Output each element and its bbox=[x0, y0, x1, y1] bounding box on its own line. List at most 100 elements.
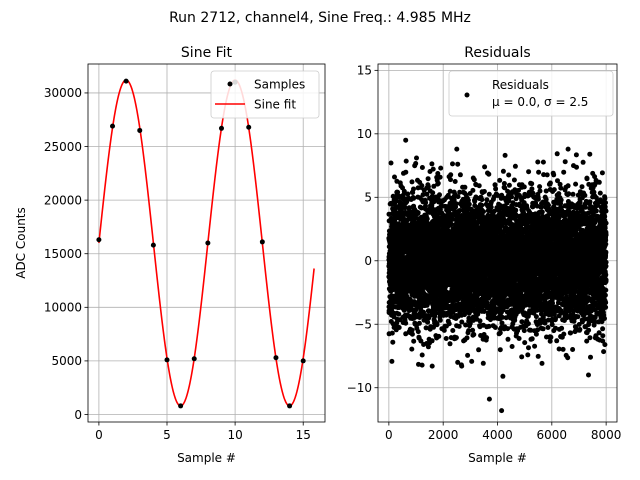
residual-point bbox=[448, 172, 454, 178]
residual-point bbox=[476, 183, 482, 189]
residual-point bbox=[389, 358, 395, 364]
residual-point bbox=[420, 192, 426, 198]
residual-point bbox=[403, 320, 409, 326]
residual-point bbox=[486, 191, 492, 197]
residual-point bbox=[513, 207, 519, 213]
residual-point bbox=[409, 327, 415, 333]
residual-point bbox=[430, 166, 436, 172]
residual-point bbox=[493, 186, 499, 192]
residual-point bbox=[395, 189, 401, 195]
residual-point bbox=[403, 169, 409, 175]
residual-point bbox=[459, 363, 465, 369]
residuals-plot-area bbox=[386, 137, 609, 414]
residual-point bbox=[415, 329, 421, 335]
residual-point bbox=[396, 311, 402, 317]
x-tick-label: 0 bbox=[95, 428, 103, 442]
legend-sine-fit-label: Sine fit bbox=[254, 98, 296, 112]
residual-point bbox=[415, 210, 421, 216]
residual-point bbox=[425, 176, 431, 182]
y-tick-label: 0 bbox=[74, 408, 82, 422]
sine-fit-legend-box bbox=[210, 70, 320, 119]
residual-point bbox=[392, 174, 397, 180]
residual-point bbox=[457, 172, 463, 178]
residual-point bbox=[477, 318, 483, 324]
residual-point bbox=[486, 171, 492, 177]
sample-point bbox=[300, 358, 306, 364]
residual-point bbox=[437, 174, 443, 180]
residual-point bbox=[438, 165, 444, 171]
sample-point bbox=[273, 355, 279, 361]
residual-point bbox=[456, 323, 462, 329]
residual-point bbox=[484, 335, 490, 341]
residual-point bbox=[471, 332, 477, 337]
residual-point bbox=[409, 331, 415, 337]
residual-point bbox=[519, 354, 525, 360]
residual-point bbox=[512, 163, 518, 169]
residual-point bbox=[423, 325, 429, 331]
residual-point bbox=[501, 181, 507, 186]
residual-point bbox=[447, 341, 453, 347]
sample-point bbox=[137, 127, 143, 133]
sample-point bbox=[287, 403, 293, 409]
residual-point bbox=[481, 309, 487, 314]
residual-point bbox=[409, 179, 415, 185]
residual-point bbox=[509, 344, 515, 349]
legend-samples-label: Samples bbox=[254, 78, 305, 92]
residual-point bbox=[431, 183, 437, 189]
x-tick-label: 15 bbox=[296, 428, 311, 442]
residual-point bbox=[452, 179, 458, 184]
residual-point bbox=[469, 358, 475, 364]
x-tick-label: 10 bbox=[227, 428, 242, 442]
sine-fit-grid bbox=[88, 64, 325, 422]
residual-point bbox=[462, 184, 468, 190]
residual-point bbox=[509, 194, 514, 200]
residual-point bbox=[500, 168, 506, 174]
residual-point bbox=[402, 205, 408, 211]
residual-point bbox=[450, 328, 456, 333]
residual-point bbox=[453, 335, 459, 341]
sample-point bbox=[178, 403, 184, 409]
residual-point bbox=[486, 323, 492, 329]
residual-point bbox=[481, 189, 487, 194]
residual-point bbox=[429, 161, 435, 167]
residual-point bbox=[390, 339, 396, 345]
residual-point bbox=[411, 195, 417, 201]
residual-point bbox=[424, 191, 430, 197]
residual-point bbox=[423, 200, 429, 206]
residual-point bbox=[431, 324, 436, 330]
x-tick-label: 5 bbox=[163, 428, 171, 442]
residual-point bbox=[482, 164, 488, 170]
residual-point bbox=[430, 190, 436, 196]
residual-point bbox=[406, 205, 412, 211]
residual-point bbox=[464, 335, 470, 341]
sine-fit-line bbox=[98, 79, 315, 407]
residual-point bbox=[425, 184, 431, 190]
residual-point bbox=[519, 319, 525, 325]
residual-point bbox=[446, 321, 452, 327]
residual-point bbox=[419, 362, 425, 368]
residual-point bbox=[411, 186, 416, 192]
residual-point bbox=[451, 197, 457, 203]
residual-point bbox=[448, 221, 454, 227]
residual-point bbox=[418, 338, 424, 344]
residual-point bbox=[443, 336, 449, 341]
residual-point bbox=[421, 309, 426, 315]
y-tick-label: 25000 bbox=[44, 140, 82, 154]
residual-point bbox=[429, 338, 435, 344]
residual-point bbox=[484, 197, 490, 203]
residual-point bbox=[405, 191, 411, 197]
residual-point bbox=[403, 158, 409, 164]
residual-point bbox=[516, 336, 522, 341]
sine-fit-legend: Samples Sine fit bbox=[210, 70, 320, 119]
sine-fit-frame bbox=[87, 63, 326, 423]
y-tick-label: 10000 bbox=[44, 301, 82, 315]
residual-point bbox=[419, 183, 425, 189]
residual-point bbox=[419, 205, 424, 211]
residual-point bbox=[409, 346, 415, 352]
residual-point bbox=[471, 177, 477, 183]
sine-fit-xlabel: Sample # bbox=[177, 451, 236, 465]
y-tick-label: 20000 bbox=[44, 193, 82, 207]
